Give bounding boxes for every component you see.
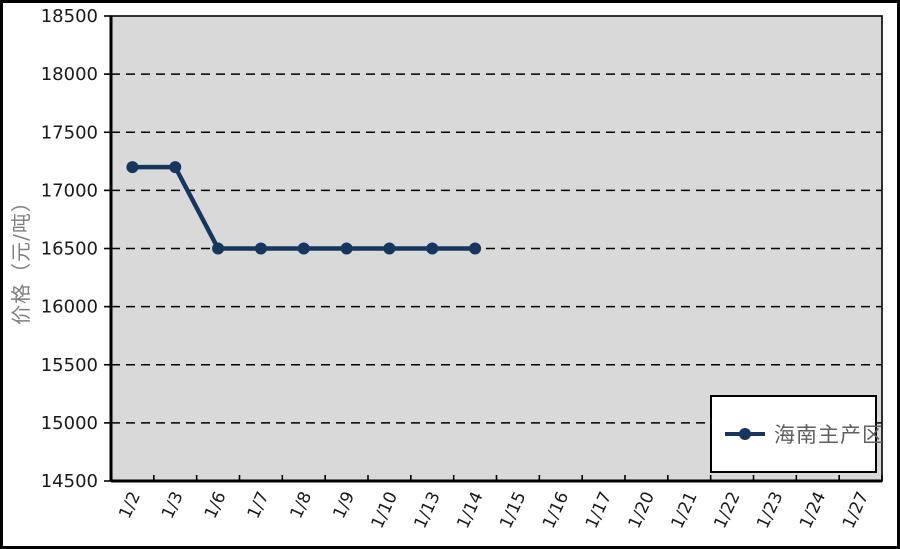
x-tick-label: 1/3 — [158, 489, 188, 522]
x-tick-label: 1/14 — [453, 489, 487, 532]
legend: 海南主产区 — [710, 395, 883, 473]
x-tick-label: 1/7 — [244, 489, 274, 522]
legend-sample-circle — [739, 428, 751, 440]
y-tick-label: 15000 — [41, 413, 98, 434]
y-tick-label: 18500 — [41, 6, 98, 27]
x-tick-label: 1/16 — [539, 489, 573, 532]
x-tick-label: 1/10 — [368, 489, 402, 532]
y-tick-label: 16000 — [41, 297, 98, 318]
x-tick-label: 1/24 — [796, 489, 830, 532]
x-tick-label: 1/15 — [496, 489, 530, 532]
x-tick-label: 1/8 — [287, 489, 317, 522]
x-tick-label: 1/17 — [582, 489, 616, 532]
x-tick-label: 1/27 — [839, 489, 873, 532]
data-point-marker — [426, 242, 439, 255]
data-point-marker — [126, 161, 139, 174]
y-tick-label: 17000 — [41, 180, 98, 201]
x-tick-label: 1/22 — [710, 489, 744, 532]
legend-series-label: 海南主产区 — [774, 423, 884, 447]
data-point-marker — [212, 242, 225, 255]
x-tick-label: 1/2 — [115, 489, 145, 522]
y-tick-label: 14500 — [41, 471, 98, 492]
data-point-marker — [297, 242, 310, 255]
data-point-marker — [340, 242, 353, 255]
data-point-marker — [254, 242, 267, 255]
x-tick-label: 1/9 — [329, 489, 359, 522]
plot-area: 14500 15000 15500 16000 16500 17000 17500 18000… — [41, 6, 883, 532]
legend-line-circle-marker-icon — [725, 428, 765, 440]
y-tick-label: 15500 — [41, 355, 98, 376]
y-tick-label: 16500 — [41, 239, 98, 260]
y-tick-label: 18000 — [41, 64, 98, 85]
x-tick-label: 1/23 — [753, 489, 787, 532]
x-tick-label: 1/21 — [668, 489, 702, 532]
x-tick-label: 1/6 — [201, 489, 231, 522]
x-tick-label: 1/13 — [411, 489, 445, 532]
y-tick-label: 17500 — [41, 122, 98, 143]
data-point-marker — [383, 242, 396, 255]
x-tick-label: 1/20 — [625, 489, 659, 532]
data-point-marker — [469, 242, 482, 255]
data-point-marker — [169, 161, 182, 174]
